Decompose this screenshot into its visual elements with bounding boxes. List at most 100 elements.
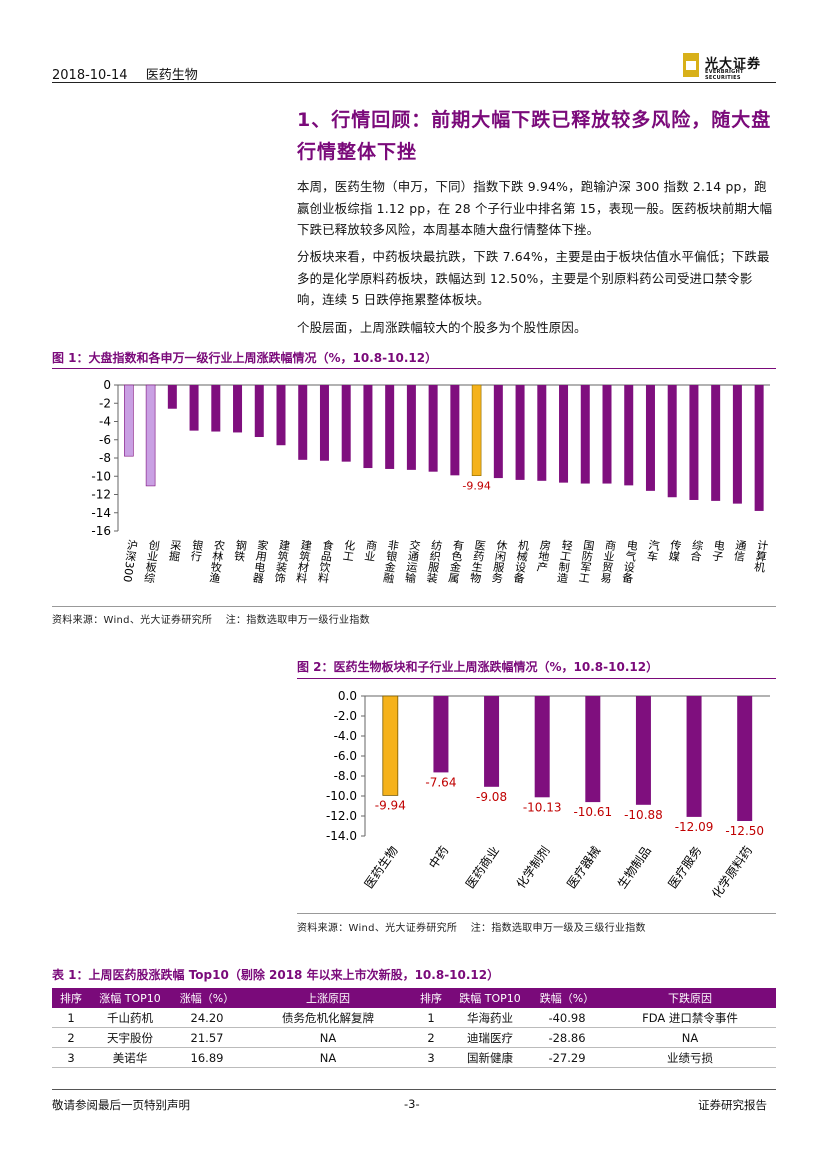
bar	[515, 385, 525, 480]
figure2-title: 图 2：医药生物板块和子行业上周涨跌幅情况（%，10.8-10.12）	[297, 660, 659, 674]
page-number: -3-	[404, 1097, 420, 1111]
bar	[341, 385, 351, 462]
x-tick-label: 银行	[188, 537, 204, 563]
bar	[385, 385, 395, 469]
x-tick-label: 化学原料药	[708, 843, 755, 901]
bar	[471, 384, 482, 477]
bar	[363, 385, 373, 469]
y-tick-label: 0	[103, 378, 111, 392]
table1-title: 表 1：上周医药股涨跌幅 Top10（剔除 2018 年以来上市次新股，10.8…	[52, 968, 500, 982]
x-tick-label: 医药生物	[362, 844, 401, 891]
table-cell: 美诺华	[90, 1047, 170, 1068]
y-tick-label: -8	[99, 451, 111, 465]
figure2-chart: 0.0 -2.0 -4.0 -6.0 -8.0 -10.0 -12.0 -14.0 -9.94 医…	[326, 689, 770, 901]
table-cell: -28.86	[530, 1027, 604, 1048]
x-tick-label: 中药	[425, 843, 451, 871]
table-header: 涨幅 TOP10	[90, 988, 170, 1008]
figure1-source-rule	[52, 606, 776, 607]
bar	[602, 385, 612, 484]
table-cell: 2	[412, 1027, 450, 1048]
x-tick-label: 电子	[710, 538, 726, 562]
x-tick-label: 医药生物	[468, 539, 487, 584]
table-cell: 天宇股份	[90, 1027, 170, 1048]
x-tick-label: 采掘	[167, 538, 183, 563]
data-label: -10.88	[624, 808, 663, 822]
data-label: -10.13	[523, 800, 562, 814]
y-tick-label: -12.0	[326, 809, 357, 823]
table-cell: 华海药业	[450, 1008, 530, 1028]
x-tick-label: 钢铁	[232, 538, 248, 562]
x-tick-label: 机械设备	[511, 537, 530, 584]
page-header: 2018-10-14 医药生物	[52, 64, 212, 83]
bar	[711, 385, 721, 501]
paragraph-1: 本周，医药生物（申万，下同）指数下跌 9.94%，跑输沪深 300 指数 2.1…	[297, 179, 773, 237]
paragraph-3: 个股层面，上周涨跌幅较大的个股多为个股性原因。	[297, 320, 587, 335]
y-tick-label: -6	[99, 433, 111, 447]
table-header-row: 排序 涨幅 TOP10 涨幅（%） 上涨原因 排序 跌幅 TOP10 跌幅（%）…	[52, 988, 776, 1008]
figure2-source: 资料来源：Wind、光大证券研究所 注：指数选取申万一级及三级行业指数	[297, 919, 656, 934]
table-cell: -27.29	[530, 1047, 604, 1068]
table-cell: 21.57	[170, 1027, 244, 1048]
data-label: -9.94	[462, 480, 490, 493]
bar	[233, 385, 243, 433]
data-label: -12.09	[675, 820, 714, 834]
bar	[406, 385, 416, 470]
figure1-title: 图 1：大盘指数和各申万一级行业上周涨跌幅情况（%，10.8-10.12）	[52, 351, 438, 365]
bar	[254, 385, 264, 438]
y-tick-label: -10.0	[326, 789, 357, 803]
bar	[559, 385, 569, 483]
figure1-source: 资料来源：Wind、光大证券研究所 注：指数选取申万一级行业指数	[52, 611, 380, 626]
x-tick-label: 休闲服务	[490, 538, 509, 584]
table-row: 1 千山药机 24.20 债务危机化解复牌 1 华海药业 -40.98 FDA …	[52, 1008, 776, 1028]
x-tick-label: 医疗器械	[563, 843, 603, 891]
x-tick-label: 计算机	[752, 538, 770, 573]
table-cell: 3	[412, 1047, 450, 1068]
table-cell: 2	[52, 1027, 90, 1048]
bar	[686, 696, 702, 817]
table-cell: 3	[52, 1047, 90, 1068]
data-label: -7.64	[425, 775, 456, 789]
y-tick-label: 0.0	[338, 689, 357, 703]
x-tick-label: 生物制品	[615, 844, 654, 891]
y-tick-label: -4.0	[334, 729, 357, 743]
y-tick-label: -16	[91, 524, 111, 538]
bar	[645, 385, 655, 491]
x-tick-label: 沪深300	[120, 537, 139, 583]
x-tick-label: 农林牧渔	[207, 537, 226, 584]
y-tick-label: -10	[91, 469, 111, 483]
x-tick-label: 传媒	[667, 538, 683, 563]
x-tick-label: 纺织服装	[424, 537, 443, 584]
x-tick-label: 创业板综	[142, 538, 161, 584]
top10-table: 排序 涨幅 TOP10 涨幅（%） 上涨原因 排序 跌幅 TOP10 跌幅（%）…	[52, 988, 776, 1068]
figure1-rule	[52, 368, 776, 369]
bar	[484, 696, 500, 787]
table-header: 上涨原因	[244, 988, 412, 1008]
bar	[493, 385, 503, 479]
footer-divider	[52, 1089, 776, 1090]
table-cell: 国新健康	[450, 1047, 530, 1068]
table-cell: 1	[52, 1008, 90, 1028]
y-tick-label: -4	[99, 415, 111, 429]
data-label: -12.50	[725, 824, 764, 838]
x-tick-label: 建筑装饰	[272, 537, 291, 584]
bar	[382, 695, 399, 796]
figure1-note: 注：指数选取申万一级行业指数	[225, 615, 370, 626]
bar	[689, 385, 699, 500]
bar	[433, 696, 449, 773]
table-cell: -40.98	[530, 1008, 604, 1028]
table-cell: NA	[604, 1027, 776, 1048]
table-header: 跌幅（%）	[530, 988, 604, 1008]
y-tick-label: -2.0	[334, 709, 357, 723]
x-tick-label: 食品饮料	[316, 537, 335, 584]
x-tick-label: 交通运输	[403, 537, 422, 584]
bar	[537, 385, 547, 481]
bar	[428, 385, 438, 472]
figure1-source-text: 资料来源：Wind、光大证券研究所	[52, 615, 213, 626]
x-tick-label: 国防军工	[577, 538, 596, 584]
data-label: -9.94	[375, 798, 406, 812]
x-tick-label: 综合	[688, 537, 704, 562]
x-tick-label: 建筑材料	[294, 537, 313, 584]
figure2-note: 注：指数选取申万一级及三级行业指数	[470, 923, 646, 934]
paragraph-2: 分板块来看，中药板块最抗跌，下跌 7.64%，主要是由于板块估值水平偏低；下跌最…	[297, 249, 770, 307]
logo-text-cn: 光大证券	[705, 57, 762, 72]
